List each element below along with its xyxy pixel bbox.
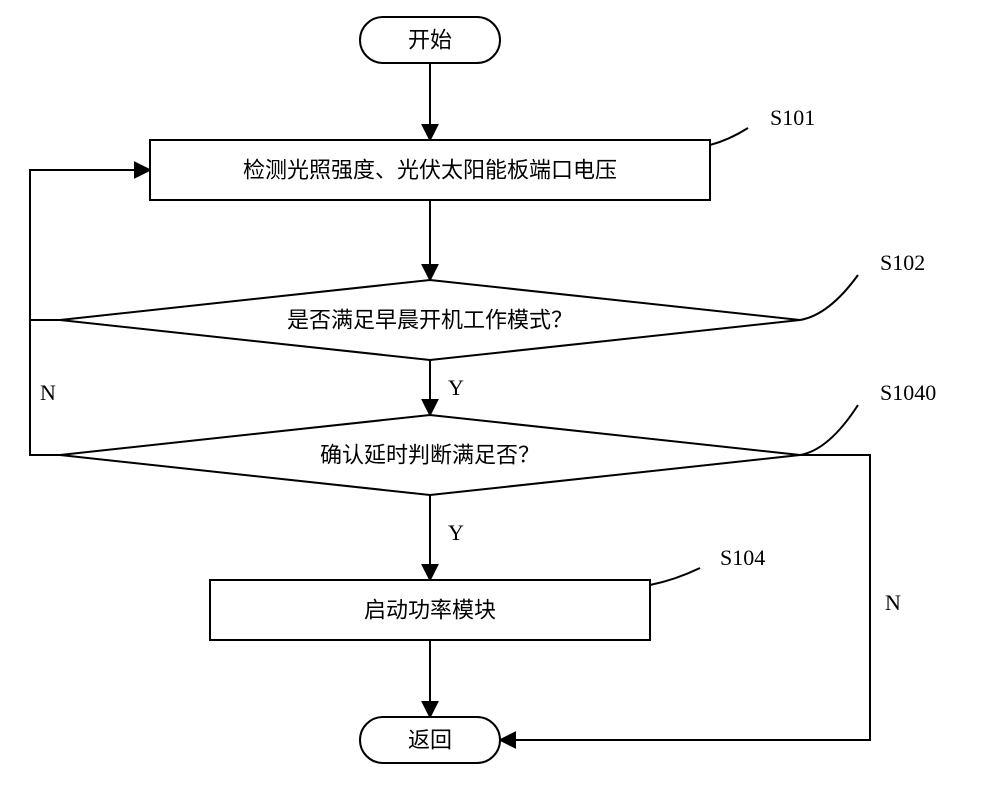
step-tag: S102 [880, 250, 925, 275]
leader-line [710, 128, 748, 145]
leader-line [800, 275, 858, 320]
edge-label: Y [448, 520, 464, 545]
node-s104: 启动功率模块 S104 [210, 545, 765, 640]
node-label: 开始 [408, 28, 452, 53]
edge [30, 170, 150, 320]
edge-label: Y [448, 375, 464, 400]
node-label: 是否满足早晨开机工作模式？ [287, 308, 573, 333]
node-label: 确认延时判断满足否？ [320, 443, 540, 468]
leader-line [800, 405, 858, 455]
node-label: 启动功率模块 [364, 598, 496, 623]
node-s1040: 确认延时判断满足否？ S1040 [60, 380, 936, 495]
edge-label: N [40, 380, 56, 405]
node-label: 返回 [408, 728, 452, 753]
node-label: 检测光照强度、光伏太阳能板端口电压 [243, 158, 617, 183]
node-s102: 是否满足早晨开机工作模式？ S102 [60, 250, 925, 360]
node-return: 返回 [360, 717, 500, 763]
step-tag: S104 [720, 545, 765, 570]
leader-line [650, 568, 700, 585]
node-start: 开始 [360, 17, 500, 63]
step-tag: S1040 [880, 380, 936, 405]
node-s101: 检测光照强度、光伏太阳能板端口电压 S101 [150, 105, 815, 200]
step-tag: S101 [770, 105, 815, 130]
edge-label: N [885, 590, 901, 615]
